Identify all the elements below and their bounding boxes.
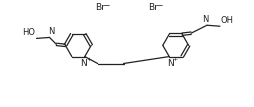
Text: −: − (103, 1, 109, 10)
Text: N: N (167, 59, 174, 68)
Text: −: − (156, 1, 162, 10)
Text: OH: OH (221, 16, 234, 25)
Text: N: N (202, 15, 209, 24)
Text: N: N (80, 59, 87, 68)
Text: Br: Br (148, 3, 158, 12)
Text: +: + (172, 57, 177, 62)
Text: Br: Br (95, 3, 105, 12)
Text: +: + (86, 57, 91, 62)
Text: N: N (48, 27, 54, 36)
Text: HO: HO (23, 28, 36, 37)
